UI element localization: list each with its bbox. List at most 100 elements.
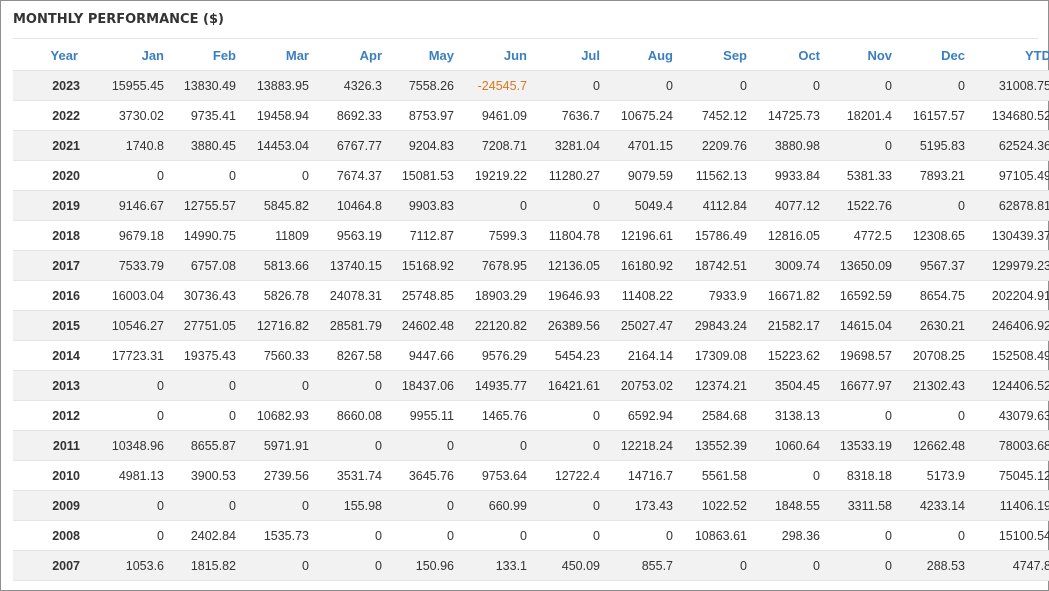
value-cell: 20708.25 [899, 340, 972, 371]
value-cell: 4326.3 [316, 70, 389, 101]
value-cell: 13740.15 [316, 250, 389, 281]
value-cell: 150.96 [389, 550, 461, 581]
year-cell: 2020 [13, 160, 92, 191]
value-cell: 7112.87 [389, 220, 461, 251]
value-cell: 97105.49 [972, 160, 1049, 191]
value-cell: 9903.83 [389, 190, 461, 221]
value-cell: 10675.24 [607, 100, 680, 131]
value-cell: 0 [899, 520, 972, 551]
value-cell: 0 [534, 430, 607, 461]
value-cell: 7533.79 [92, 250, 171, 281]
value-cell: 0 [607, 70, 680, 101]
value-cell: 0 [461, 190, 534, 221]
value-cell: 2739.56 [243, 460, 316, 491]
value-cell: 19375.43 [171, 340, 243, 371]
table-header-row: Year Jan Feb Mar Apr May Jun Jul Aug Sep Oct Nov Dec… [13, 41, 1049, 71]
value-cell: 14716.7 [607, 460, 680, 491]
table-row: 2021 1740.8 3880.45 14453.04 6767.77 9204.83 7… [13, 130, 1049, 161]
value-cell: 5845.82 [243, 190, 316, 221]
table-row: 2011 10348.96 8655.87 5971.91 0 0 0 0 12218.24 13… [13, 430, 1049, 461]
value-cell: 21582.17 [754, 310, 827, 341]
value-cell: 5826.78 [243, 280, 316, 311]
value-cell: 26389.56 [534, 310, 607, 341]
value-cell: 13830.49 [171, 70, 243, 101]
column-header-dec: Dec [899, 41, 972, 71]
value-cell: 0 [92, 520, 171, 551]
value-cell: 0 [899, 190, 972, 221]
value-cell: 15100.54 [972, 520, 1049, 551]
value-cell: 1815.82 [171, 550, 243, 581]
value-cell: 152508.49 [972, 340, 1049, 371]
value-cell: 1535.73 [243, 520, 316, 551]
value-cell: 14935.77 [461, 370, 534, 401]
value-cell: 24078.31 [316, 280, 389, 311]
value-cell: 9447.66 [389, 340, 461, 371]
table-row: 2017 7533.79 6757.08 5813.66 13740.15 15168.9… [13, 250, 1049, 281]
value-cell: 1053.6 [92, 550, 171, 581]
table-row: 2022 3730.02 9735.41 19458.94 8692.33 8753.97… [13, 100, 1049, 131]
value-cell: 1465.76 [461, 400, 534, 431]
value-cell: 12716.82 [243, 310, 316, 341]
value-cell: 3311.58 [827, 490, 899, 521]
value-cell: 0 [680, 70, 754, 101]
value-cell: 18437.06 [389, 370, 461, 401]
value-cell: 29843.24 [680, 310, 754, 341]
value-cell: 0 [316, 550, 389, 581]
table-row: 2007 1053.6 1815.82 0 0 150.96 133.1 450.09 855.… [13, 550, 1049, 581]
value-cell: 8654.75 [899, 280, 972, 311]
value-cell: 3645.76 [389, 460, 461, 491]
value-cell: 13552.39 [680, 430, 754, 461]
value-cell: 8753.97 [389, 100, 461, 131]
column-header-mar: Mar [243, 41, 316, 71]
value-cell: 12755.57 [171, 190, 243, 221]
value-cell: 18201.4 [827, 100, 899, 131]
value-cell: 75045.12 [972, 460, 1049, 491]
value-cell: 2164.14 [607, 340, 680, 371]
table-row: 2023 15955.45 13830.49 13883.95 4326.3 7558.2… [13, 70, 1049, 101]
value-cell: 8655.87 [171, 430, 243, 461]
value-cell: 4112.84 [680, 190, 754, 221]
value-cell: 3880.45 [171, 130, 243, 161]
value-cell: 11562.13 [680, 160, 754, 191]
value-cell: 7893.21 [899, 160, 972, 191]
performance-table: Year Jan Feb Mar Apr May Jun Jul Aug Sep Oct Nov Dec… [13, 41, 1049, 581]
column-header-jul: Jul [534, 41, 607, 71]
value-cell: 0 [899, 70, 972, 101]
value-cell: 11406.19 [972, 490, 1049, 521]
value-cell: 0 [171, 400, 243, 431]
value-cell: 12816.05 [754, 220, 827, 251]
year-cell: 2017 [13, 250, 92, 281]
value-cell: 16180.92 [607, 250, 680, 281]
value-cell: 12196.61 [607, 220, 680, 251]
value-cell: 0 [243, 370, 316, 401]
value-cell: 7452.12 [680, 100, 754, 131]
value-cell: 18903.29 [461, 280, 534, 311]
value-cell: 2630.21 [899, 310, 972, 341]
value-cell: 7558.26 [389, 70, 461, 101]
value-cell: 9955.11 [389, 400, 461, 431]
value-cell: 3730.02 [92, 100, 171, 131]
table-row: 2016 16003.04 30736.43 5826.78 24078.31 25748… [13, 280, 1049, 311]
value-cell: 9461.09 [461, 100, 534, 131]
value-cell: 134680.52 [972, 100, 1049, 131]
value-cell: 16592.59 [827, 280, 899, 311]
value-cell: 288.53 [899, 550, 972, 581]
value-cell: 13533.19 [827, 430, 899, 461]
value-cell: 27751.05 [171, 310, 243, 341]
value-cell: 0 [243, 490, 316, 521]
value-cell: 5971.91 [243, 430, 316, 461]
value-cell: 5195.83 [899, 130, 972, 161]
value-cell: 12662.48 [899, 430, 972, 461]
value-cell: 9563.19 [316, 220, 389, 251]
value-cell: 3138.13 [754, 400, 827, 431]
value-cell: 0 [534, 400, 607, 431]
value-cell: 246406.92 [972, 310, 1049, 341]
value-cell: 12136.05 [534, 250, 607, 281]
panel-title: MONTHLY PERFORMANCE ($) [13, 12, 224, 27]
value-cell: 3531.74 [316, 460, 389, 491]
value-cell: 12218.24 [607, 430, 680, 461]
value-cell: 0 [243, 160, 316, 191]
value-cell: 0 [316, 370, 389, 401]
value-cell: 7560.33 [243, 340, 316, 371]
